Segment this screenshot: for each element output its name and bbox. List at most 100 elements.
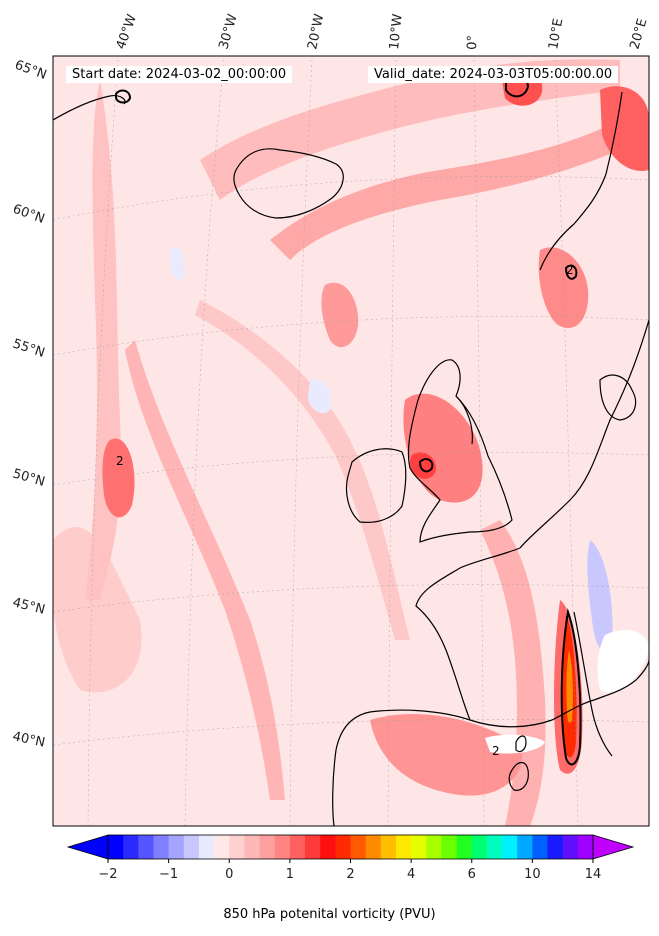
lon-label-0: 0° xyxy=(465,35,481,50)
colorbar-cell xyxy=(456,835,473,859)
coastline-norway xyxy=(539,91,623,271)
coastline-baltic xyxy=(599,374,637,421)
colorbar-cell xyxy=(335,835,352,859)
map-frame xyxy=(52,55,650,827)
colorbar-tick-label: 2 xyxy=(346,867,354,882)
coastline-continent-north xyxy=(519,319,649,549)
colorbar-cell xyxy=(502,835,518,859)
colorbar-tick-label: −2 xyxy=(98,867,117,882)
colorbar-cell xyxy=(532,835,549,859)
colorbar-cell xyxy=(123,835,139,859)
pv-blob-med xyxy=(370,714,522,796)
coastline-sardinia xyxy=(508,761,529,791)
lat-label-40n: 40°N xyxy=(11,729,46,750)
colorbar-cells xyxy=(108,835,594,859)
pv-band-atlantic-west xyxy=(53,527,142,693)
colorbar-tick-label: 1 xyxy=(286,867,294,882)
lat-label-55n: 55°N xyxy=(11,337,47,361)
coastline-greenland-tip xyxy=(53,95,126,121)
pv-white-patch-alps xyxy=(597,630,649,693)
start-date-label: Start date: 2024-03-02_00:00:00 xyxy=(66,66,293,83)
colorbar-cell xyxy=(486,835,503,859)
colorbar-cell xyxy=(577,835,594,859)
pv-band-north-arc-2 xyxy=(270,120,620,260)
colorbar-cell xyxy=(138,835,155,859)
colorbar-label: 850 hPa potenital vorticity (PVU) xyxy=(223,907,436,922)
lon-label-10e: 10°E xyxy=(546,17,566,50)
pv-white-patch-med xyxy=(485,734,545,754)
colorbar-cell xyxy=(183,835,200,859)
pv-negative-patch-1 xyxy=(308,379,332,414)
colorbar-tick-label: 6 xyxy=(468,867,476,882)
contour-label-med: 2 xyxy=(492,744,500,758)
lat-label-65n: 65°N xyxy=(13,58,49,83)
colorbar-cell xyxy=(214,835,230,859)
pv-contour-uk xyxy=(418,458,434,473)
coastline-iceland xyxy=(233,148,344,219)
coastline-iberia xyxy=(332,709,471,826)
lat-label-60n: 60°N xyxy=(11,202,47,227)
colorbar-extend-high xyxy=(592,834,635,860)
latitude-labels: 65°N 60°N 55°N 50°N 45°N 40°N xyxy=(11,58,49,751)
pv-background-field xyxy=(53,56,649,826)
colorbar-cell xyxy=(365,835,382,859)
coastline-ireland xyxy=(345,448,407,523)
colorbar-extend-low xyxy=(66,834,109,860)
pv-negative-east xyxy=(587,540,613,651)
colorbar-cell xyxy=(471,835,488,859)
colorbar-cell xyxy=(350,835,367,859)
map-plot-area: 2 2 2 xyxy=(53,56,649,826)
pv-contour-greenland xyxy=(115,89,132,104)
colorbar-tick-label: 4 xyxy=(407,867,415,882)
colorbar-cell xyxy=(259,835,276,859)
lat-label-45n: 45°N xyxy=(11,595,46,617)
colorbar-cell xyxy=(305,835,321,859)
colorbar-cell xyxy=(562,835,579,859)
coastline-great-britain xyxy=(407,395,513,543)
pv-contour-norway xyxy=(564,264,578,280)
coastline-italy xyxy=(573,611,613,757)
colorbar-tick-label: 0 xyxy=(225,867,233,882)
coastlines xyxy=(53,91,649,826)
colorbar-cell xyxy=(108,835,124,859)
colorbar-cell xyxy=(411,835,427,859)
colorbar-ticks: −2 −1 0 1 2 4 6 10 14 xyxy=(98,859,601,882)
colorbar-cell xyxy=(395,835,412,859)
contour-label-norway: 2 xyxy=(566,263,574,277)
pv-contour-labels: 2 2 2 xyxy=(116,263,574,758)
coastline-france xyxy=(415,547,521,721)
colorbar-cell xyxy=(198,835,215,859)
colorbar-cell xyxy=(426,835,443,859)
longitude-labels: 40°W 30°W 20°W 10°W 0° 10°E 20°E xyxy=(114,12,651,51)
lon-label-20w: 20°W xyxy=(305,12,327,50)
colorbar-cell xyxy=(153,835,170,859)
lon-label-10w: 10°W xyxy=(387,13,406,50)
graticule xyxy=(53,59,649,826)
colorbar-cell xyxy=(274,835,291,859)
colorbar-tick-label: 14 xyxy=(585,867,602,882)
colorbar-cell xyxy=(547,835,564,859)
pv-band-streak-2 xyxy=(125,340,285,800)
pv-band-central xyxy=(195,300,410,640)
pv-band-italy-peak xyxy=(566,650,573,723)
colorbar-cell xyxy=(168,835,185,859)
colorbar-cell xyxy=(244,835,261,859)
coastline-corsica xyxy=(515,735,527,753)
valid-date-label: Valid_date: 2024-03-03T05:00:00.00 xyxy=(368,66,619,83)
pv-negative-patch-2 xyxy=(170,246,185,281)
colorbar-cell xyxy=(380,835,397,859)
lon-label-40w: 40°W xyxy=(114,12,140,51)
colorbar-cell xyxy=(441,835,458,859)
colorbar-tick-label: −1 xyxy=(159,867,178,882)
colorbar-cell xyxy=(517,835,533,859)
pv-blob-central xyxy=(321,282,359,348)
colorbar: −2 −1 0 1 2 4 6 10 14 xyxy=(66,834,635,882)
colorbar-tick-label: 10 xyxy=(524,867,541,882)
pv-contour-italy xyxy=(560,608,582,766)
lat-label-50n: 50°N xyxy=(11,466,47,489)
lon-label-20e: 20°E xyxy=(627,17,650,51)
colorbar-cell xyxy=(289,835,306,859)
contour-label-west: 2 xyxy=(116,454,124,468)
colorbar-cell xyxy=(320,835,336,859)
map-figure: 40°W 30°W 20°W 10°W 0° 10°E 20°E 65°N 60… xyxy=(11,12,651,827)
